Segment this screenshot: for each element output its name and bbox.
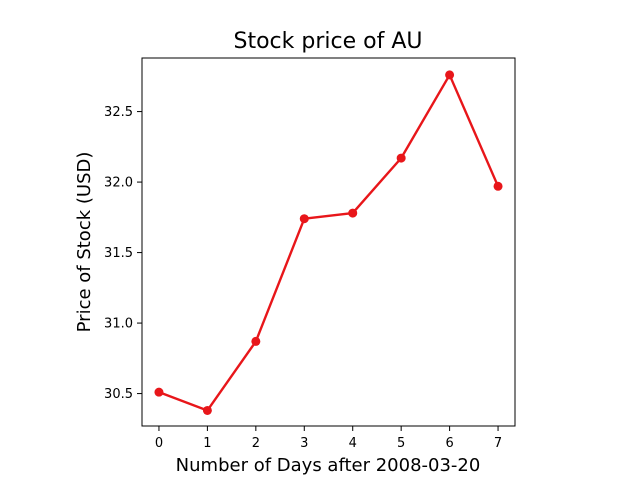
x-tick-label: 0 — [155, 436, 163, 451]
y-tick-label: 31.0 — [104, 317, 133, 332]
y-tick-label: 32.0 — [104, 176, 133, 191]
x-tick-label: 5 — [397, 436, 405, 451]
data-point — [493, 181, 503, 191]
data-point — [396, 153, 406, 163]
price-series-line — [157, 73, 500, 412]
data-point — [348, 208, 358, 218]
y-tick-label: 30.5 — [104, 387, 133, 402]
x-tick-label: 1 — [203, 436, 211, 451]
data-point — [154, 387, 164, 397]
y-tick-label: 31.5 — [104, 246, 133, 261]
data-point — [251, 336, 261, 346]
x-tick-label: 4 — [349, 436, 357, 451]
y-axis-ticks: 30.5 31.0 31.5 32.0 32.5 — [104, 105, 142, 402]
plot-area-frame — [141, 57, 516, 427]
data-point — [202, 405, 212, 415]
data-point — [299, 214, 309, 224]
x-tick-label: 3 — [300, 436, 308, 451]
y-axis-label: Price of Stock (USD) — [74, 152, 95, 333]
x-axis-label: Number of Days after 2008-03-20 — [176, 455, 481, 476]
x-tick-label: 6 — [445, 436, 453, 451]
x-tick-label: 2 — [252, 436, 260, 451]
data-point — [445, 70, 455, 80]
x-tick-label: 7 — [494, 436, 502, 451]
chart-title: Stock price of AU — [234, 29, 423, 54]
price-series-points — [154, 70, 503, 415]
y-tick-label: 32.5 — [104, 105, 133, 120]
x-axis-ticks: 0 1 2 3 4 5 6 7 — [155, 426, 502, 451]
